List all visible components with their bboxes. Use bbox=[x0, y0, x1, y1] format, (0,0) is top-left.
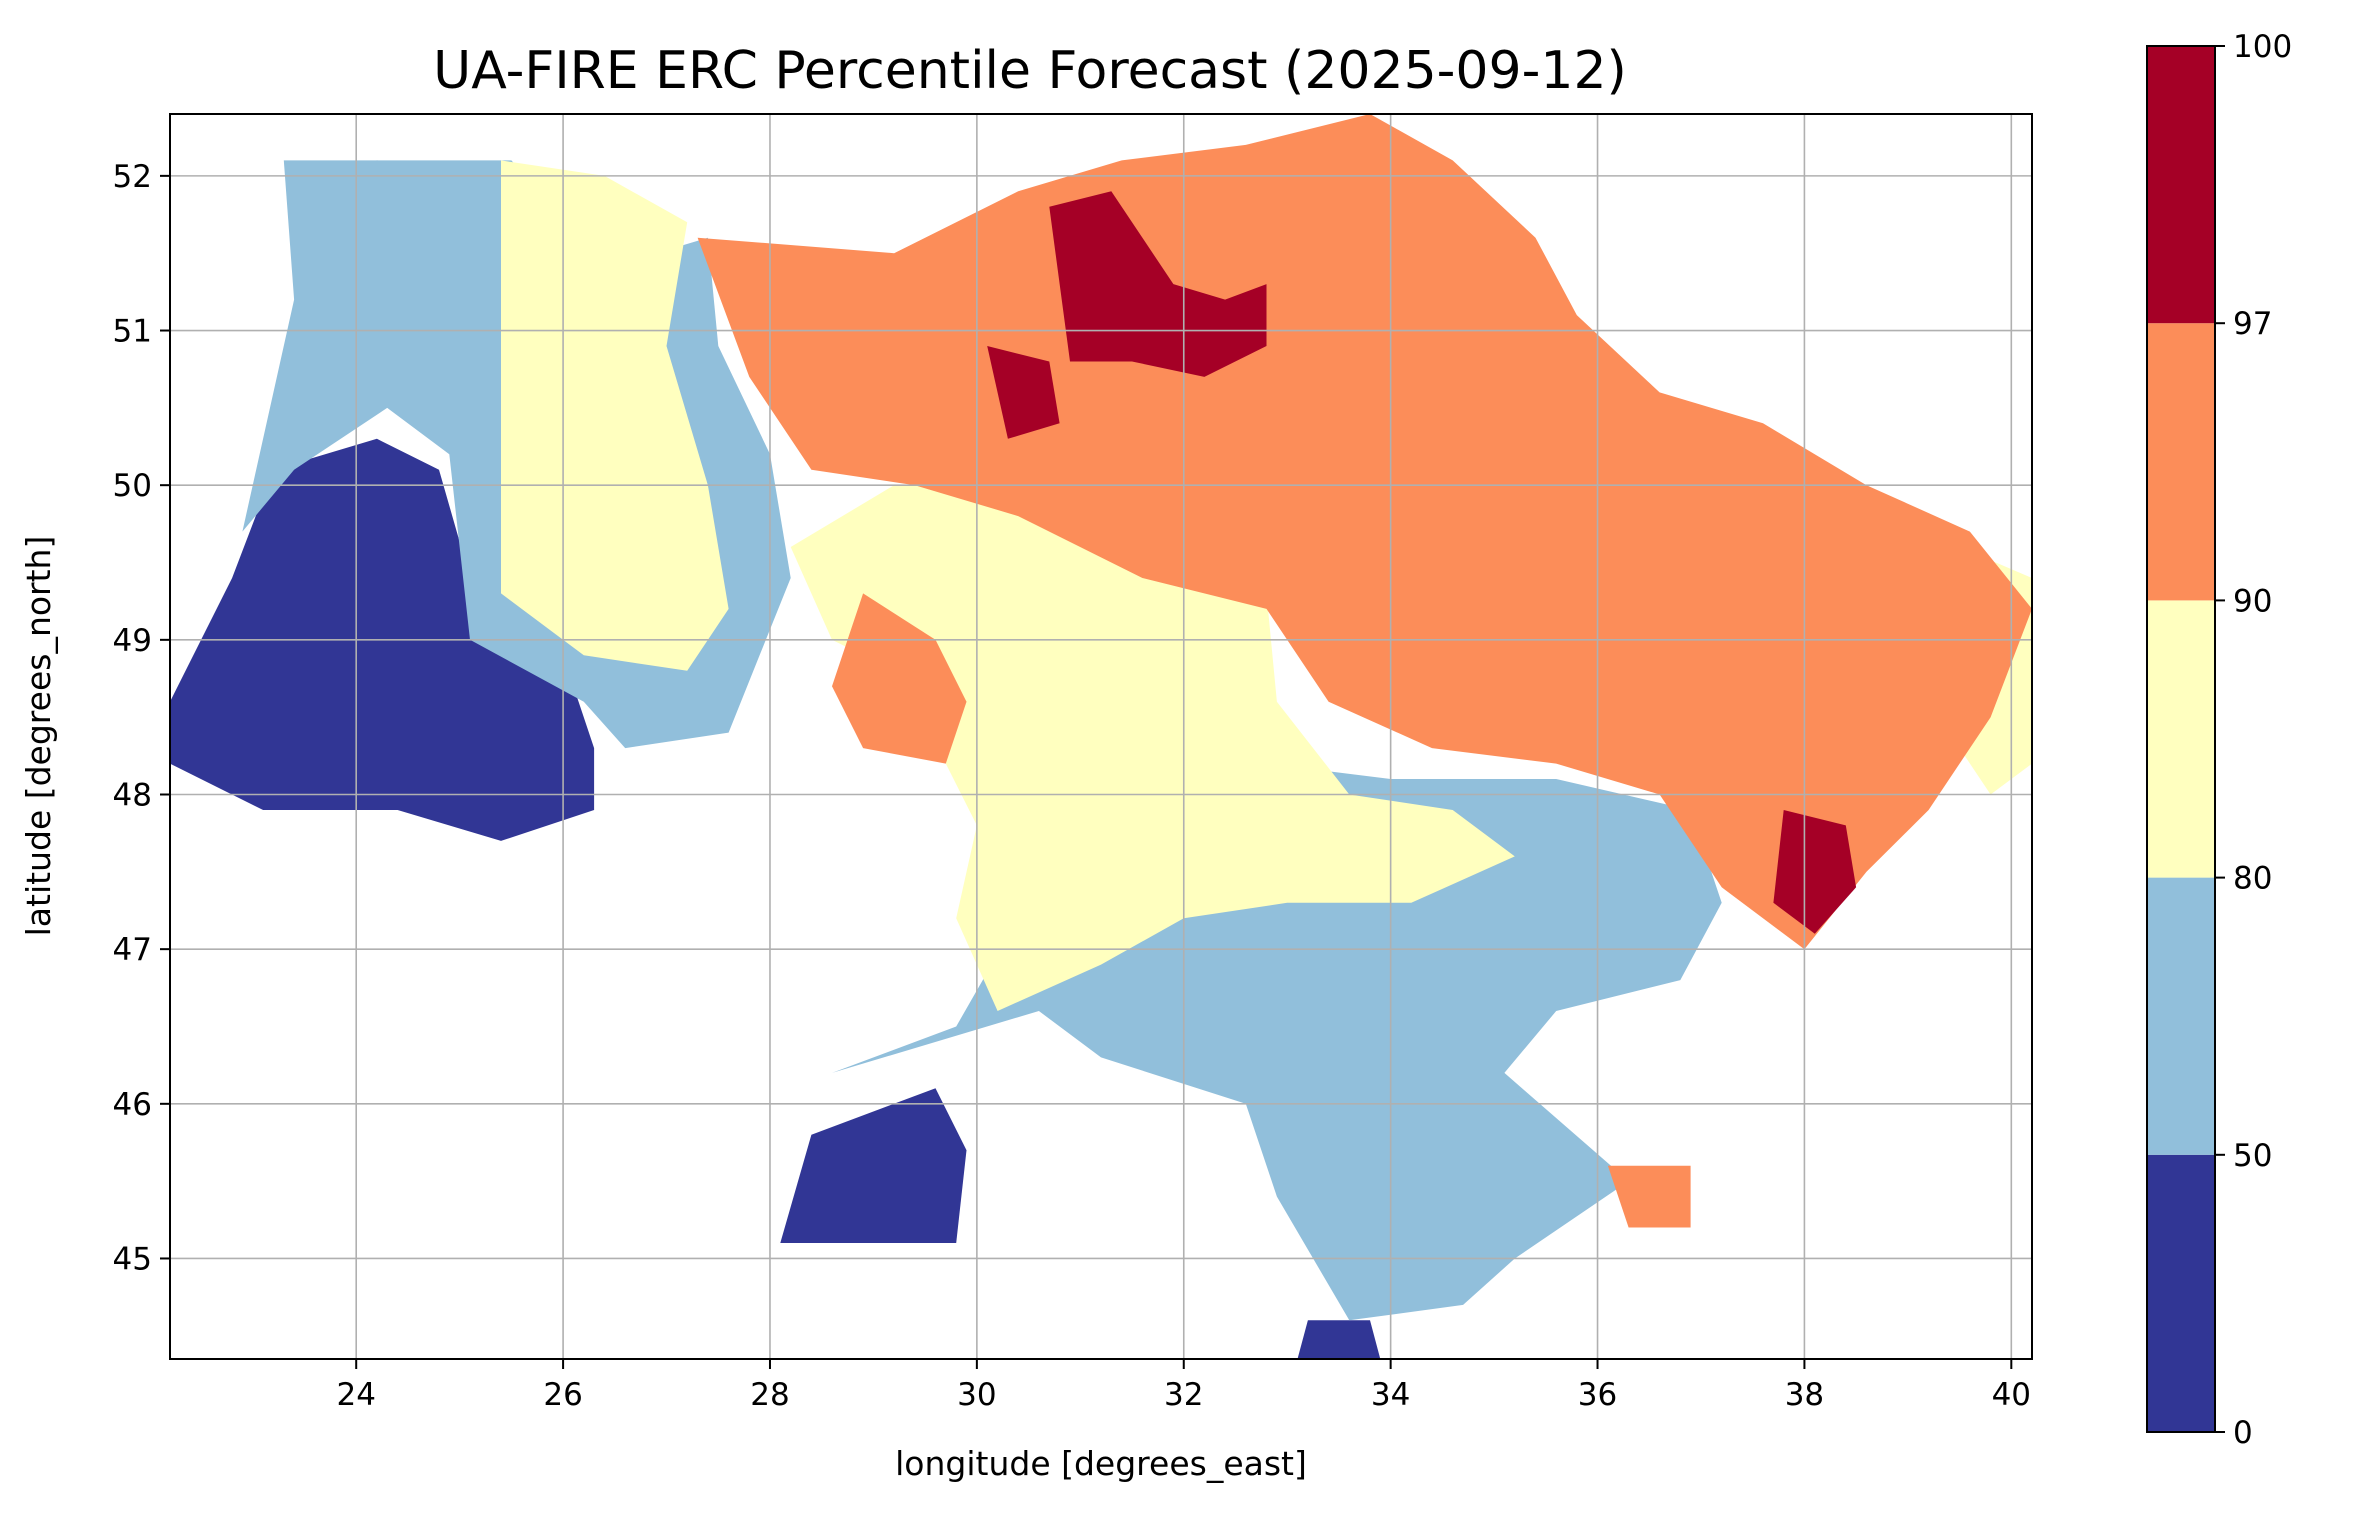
y-axis-ticks: 45 46 47 48 49 50 51 52 bbox=[113, 159, 170, 1277]
colorbar-segment bbox=[2147, 323, 2215, 601]
gridlines bbox=[170, 114, 2032, 1359]
y-axis-label: latitude [degrees_north] bbox=[19, 536, 58, 937]
x-tick-label: 40 bbox=[1992, 1377, 2031, 1413]
region-south-west bbox=[780, 1088, 967, 1243]
region-centre-west bbox=[501, 160, 729, 671]
x-tick-label: 36 bbox=[1578, 1377, 1617, 1413]
region-sea-of-azov bbox=[1607, 1165, 1691, 1228]
region-centre-south-orange bbox=[832, 593, 967, 764]
map-area bbox=[169, 113, 2033, 1360]
colorbar-tick-label: 90 bbox=[2233, 583, 2272, 619]
x-axis-ticks: 24 26 28 30 32 34 36 38 40 bbox=[336, 1359, 2031, 1413]
colorbar-frame bbox=[2146, 45, 2216, 1433]
region-centre bbox=[790, 485, 1515, 1011]
colorbar-segment bbox=[2147, 877, 2215, 1155]
colorbar-segment bbox=[2147, 600, 2215, 878]
colorbar-tick-label: 0 bbox=[2233, 1415, 2253, 1451]
colorbar-tick-label: 80 bbox=[2233, 861, 2272, 897]
y-tick-label: 52 bbox=[113, 159, 152, 195]
y-tick-label: 48 bbox=[113, 777, 152, 813]
colorbar-segment bbox=[2147, 46, 2215, 324]
y-tick-label: 47 bbox=[113, 932, 152, 968]
x-tick-label: 28 bbox=[750, 1377, 789, 1413]
y-tick-label: 46 bbox=[113, 1087, 152, 1123]
colorbar: 0 50 80 90 97 100 bbox=[2146, 29, 2292, 1451]
x-tick-label: 30 bbox=[957, 1377, 996, 1413]
y-tick-label: 51 bbox=[113, 314, 152, 350]
x-tick-label: 34 bbox=[1371, 1377, 1410, 1413]
region-north-east bbox=[697, 114, 2032, 950]
colorbar-tick-label: 50 bbox=[2233, 1138, 2272, 1174]
x-tick-label: 24 bbox=[336, 1377, 375, 1413]
region-north-west-spot bbox=[987, 346, 1060, 439]
colorbar-tick-label: 97 bbox=[2233, 306, 2272, 342]
region-east-spot bbox=[1773, 810, 1857, 934]
x-tick-label: 26 bbox=[543, 1377, 582, 1413]
colorbar-segment bbox=[2147, 1154, 2215, 1432]
region-layer bbox=[170, 114, 2032, 1359]
y-tick-label: 49 bbox=[113, 623, 152, 659]
colorbar-tick-label: 100 bbox=[2233, 29, 2292, 65]
x-tick-label: 32 bbox=[1164, 1377, 1203, 1413]
map-frame bbox=[169, 113, 2033, 1360]
map-title: UA-FIRE ERC Percentile Forecast (2025-09… bbox=[433, 41, 1627, 101]
x-tick-label: 38 bbox=[1785, 1377, 1824, 1413]
y-tick-label: 50 bbox=[113, 468, 152, 504]
y-tick-label: 45 bbox=[113, 1241, 152, 1277]
x-axis-label: longitude [degrees_east] bbox=[895, 1444, 1307, 1483]
region-crimea-south bbox=[1297, 1320, 1381, 1359]
